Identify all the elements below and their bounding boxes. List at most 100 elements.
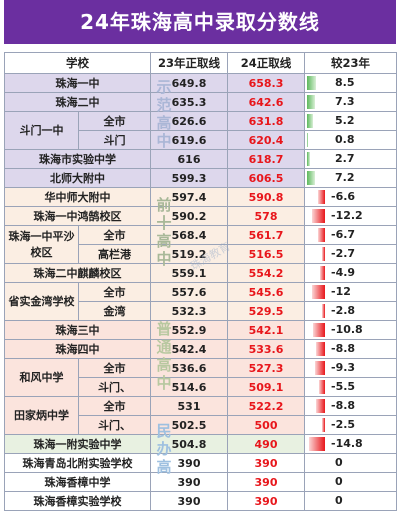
diff-value: 2.7 <box>335 152 355 165</box>
score-24-cell: 631.8 <box>227 111 305 131</box>
diff-cell: 0 <box>304 472 397 492</box>
side-label: 普通高中 <box>156 320 172 392</box>
table-row: 珠海香樟实验学校 390 390 0 <box>4 491 397 511</box>
diff-cell: -14.8 <box>304 434 397 454</box>
diff-value: -2.8 <box>331 304 356 317</box>
diff-bar <box>313 323 325 337</box>
school-name-cell: 珠海一中平沙校区 <box>4 225 79 264</box>
score-23-cell: 619.6 <box>150 130 228 150</box>
school-name-cell: 珠海一中 <box>4 73 151 93</box>
diff-cell: -2.5 <box>304 415 397 435</box>
score-24-cell: 390 <box>227 472 305 492</box>
score-24-cell: 390 <box>227 491 305 511</box>
school-name-cell: 珠海四中 <box>4 339 151 359</box>
score-23-cell: 649.8 <box>150 73 228 93</box>
score-23-cell: 599.3 <box>150 168 228 188</box>
diff-cell: -6.6 <box>304 187 397 207</box>
score-24-cell: 490 <box>227 434 305 454</box>
diff-cell: -5.5 <box>304 377 397 397</box>
score-24-cell: 533.6 <box>227 339 305 359</box>
diff-bar <box>315 342 325 356</box>
diff-value: 5.2 <box>335 114 355 127</box>
side-label: 前十高中 <box>156 196 172 268</box>
score-24-cell: 509.1 <box>227 377 305 397</box>
score-24-cell: 542.1 <box>227 320 305 340</box>
school-name-cell: 和风中学 <box>4 358 79 397</box>
table-body: 珠海一中 649.8 658.3 8.5 珠海二中 635.3 642.6 7.3 斗门一中 全市… <box>4 73 397 511</box>
score-23-cell: 626.6 <box>150 111 228 131</box>
diff-cell: 7.3 <box>304 92 397 112</box>
diff-bar <box>307 171 315 185</box>
diff-cell: 5.2 <box>304 111 397 131</box>
school-name-cell: 省实金湾学校 <box>4 282 79 321</box>
school-name-cell: 华中师大附中 <box>4 187 151 207</box>
score-23-cell: 502.5 <box>150 415 228 435</box>
diff-bar <box>307 95 315 109</box>
school-name-cell: 珠海一中鸿鹄校区 <box>4 206 151 226</box>
diff-bar <box>322 247 325 261</box>
sub-area-cell: 斗门 <box>78 130 151 150</box>
table-row: 北师大附中 599.3 606.5 7.2 <box>4 168 397 188</box>
table-row: 珠海一附实验中学 504.8 490 -14.8 <box>4 434 397 454</box>
table-row: 田家炳中学 全市 531 522.2 -8.8 <box>4 396 397 435</box>
diff-bar <box>317 228 325 242</box>
sub-area-cell: 全市 <box>78 396 151 416</box>
sub-area-cell: 全市 <box>78 225 151 245</box>
score-23-cell: 390 <box>150 491 228 511</box>
sub-area-cell: 全市 <box>78 282 151 302</box>
score-24-cell: 590.8 <box>227 187 305 207</box>
diff-bar <box>319 266 325 280</box>
diff-bar <box>311 209 325 223</box>
school-name-cell: 北师大附中 <box>4 168 151 188</box>
score-24-cell: 578 <box>227 206 305 226</box>
diff-value: -6.6 <box>331 190 356 203</box>
diff-value: -8.8 <box>331 342 356 355</box>
school-name-cell: 珠海市实验中学 <box>4 149 151 169</box>
diff-value: -9.3 <box>331 361 356 374</box>
score-24-cell: 620.4 <box>227 130 305 150</box>
diff-cell: -8.8 <box>304 396 397 416</box>
table-row: 珠海一中平沙校区 全市 568.4 561.7 -6.7 <box>4 225 397 264</box>
diff-cell: 7.2 <box>304 168 397 188</box>
diff-cell: 2.7 <box>304 149 397 169</box>
diff-value: 0 <box>335 494 343 507</box>
diff-bar <box>307 152 310 166</box>
school-name-cell: 珠海一附实验中学 <box>4 434 151 454</box>
school-name-cell: 珠海香樟实验学校 <box>4 491 151 511</box>
diff-bar <box>322 418 325 432</box>
diff-bar <box>307 133 308 147</box>
table-row: 珠海四中 542.4 533.6 -8.8 <box>4 339 397 359</box>
table-row: 华中师大附中 597.4 590.8 -6.6 <box>4 187 397 207</box>
score-23-cell: 552.9 <box>150 320 228 340</box>
table-row: 斗门、 502.5 500 -2.5 <box>5 415 397 435</box>
score-24-cell: 529.5 <box>227 301 305 321</box>
school-name-cell: 珠海二中 <box>4 92 151 112</box>
score-24-cell: 516.5 <box>227 244 305 264</box>
diff-cell: -12 <box>304 282 397 302</box>
score-24-cell: 561.7 <box>227 225 305 245</box>
diff-value: 0.8 <box>335 133 355 146</box>
table-row: 珠海青岛北附实验学校 390 390 0 <box>4 453 397 473</box>
diff-value: -6.7 <box>331 228 356 241</box>
sub-area-cell: 斗门、 <box>78 415 151 435</box>
diff-value: -2.5 <box>331 418 356 431</box>
score-23-cell: 635.3 <box>150 92 228 112</box>
diff-value: -14.8 <box>331 437 363 450</box>
diff-value: 0 <box>335 475 343 488</box>
sub-area-cell: 全市 <box>78 358 151 378</box>
diff-cell: 0 <box>304 453 397 473</box>
diff-bar <box>319 380 325 394</box>
sub-area-cell: 金湾 <box>78 301 151 321</box>
diff-bar <box>309 437 325 451</box>
diff-cell: -9.3 <box>304 358 397 378</box>
score-23-cell: 590.2 <box>150 206 228 226</box>
table-row: 珠海三中 552.9 542.1 -10.8 <box>4 320 397 340</box>
score-24-cell: 554.2 <box>227 263 305 283</box>
page-title: 24年珠海高中录取分数线 <box>4 0 396 44</box>
diff-bar <box>307 76 317 90</box>
score-24-cell: 606.5 <box>227 168 305 188</box>
table-row: 珠海一中鸿鹄校区 590.2 578 -12.2 <box>4 206 397 226</box>
school-name-cell: 斗门一中 <box>4 111 79 150</box>
score-24-cell: 642.6 <box>227 92 305 112</box>
score-23-cell: 557.6 <box>150 282 228 302</box>
